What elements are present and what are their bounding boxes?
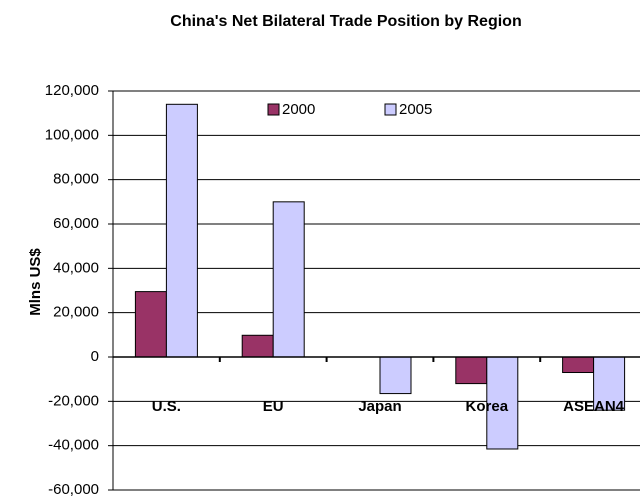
y-axis-label: Mlns US$ xyxy=(27,248,44,316)
legend-label: 2005 xyxy=(399,101,432,118)
bar xyxy=(134,291,167,358)
x-tick-label: U.S. xyxy=(152,398,181,415)
bar xyxy=(379,356,412,395)
legend-swatch xyxy=(267,103,280,116)
bar xyxy=(165,103,198,358)
y-tick-label: -20,000 xyxy=(48,392,99,409)
y-tick-label: 80,000 xyxy=(53,171,99,188)
x-tick-label: EU xyxy=(263,398,284,415)
x-tick-label: Korea xyxy=(466,398,509,415)
y-tick-label: 60,000 xyxy=(53,215,99,232)
x-tick-label: Japan xyxy=(358,398,401,415)
y-tick-label: -60,000 xyxy=(48,481,99,498)
bar xyxy=(593,356,626,411)
y-tick-label: 40,000 xyxy=(53,259,99,276)
bar xyxy=(455,356,488,385)
y-tick-label: 120,000 xyxy=(45,82,99,99)
bar xyxy=(562,356,595,374)
x-tick-label: ASEAN4 xyxy=(563,398,625,415)
y-tick-label: 20,000 xyxy=(53,304,99,321)
bar xyxy=(272,201,305,358)
bar xyxy=(241,334,274,358)
chart-title: China's Net Bilateral Trade Position by … xyxy=(170,13,521,30)
y-tick-label: 100,000 xyxy=(45,126,99,143)
y-tick-label: 0 xyxy=(91,348,99,365)
legend-label: 2000 xyxy=(282,101,315,118)
y-tick-label: -40,000 xyxy=(48,437,99,454)
legend-swatch xyxy=(384,103,397,116)
